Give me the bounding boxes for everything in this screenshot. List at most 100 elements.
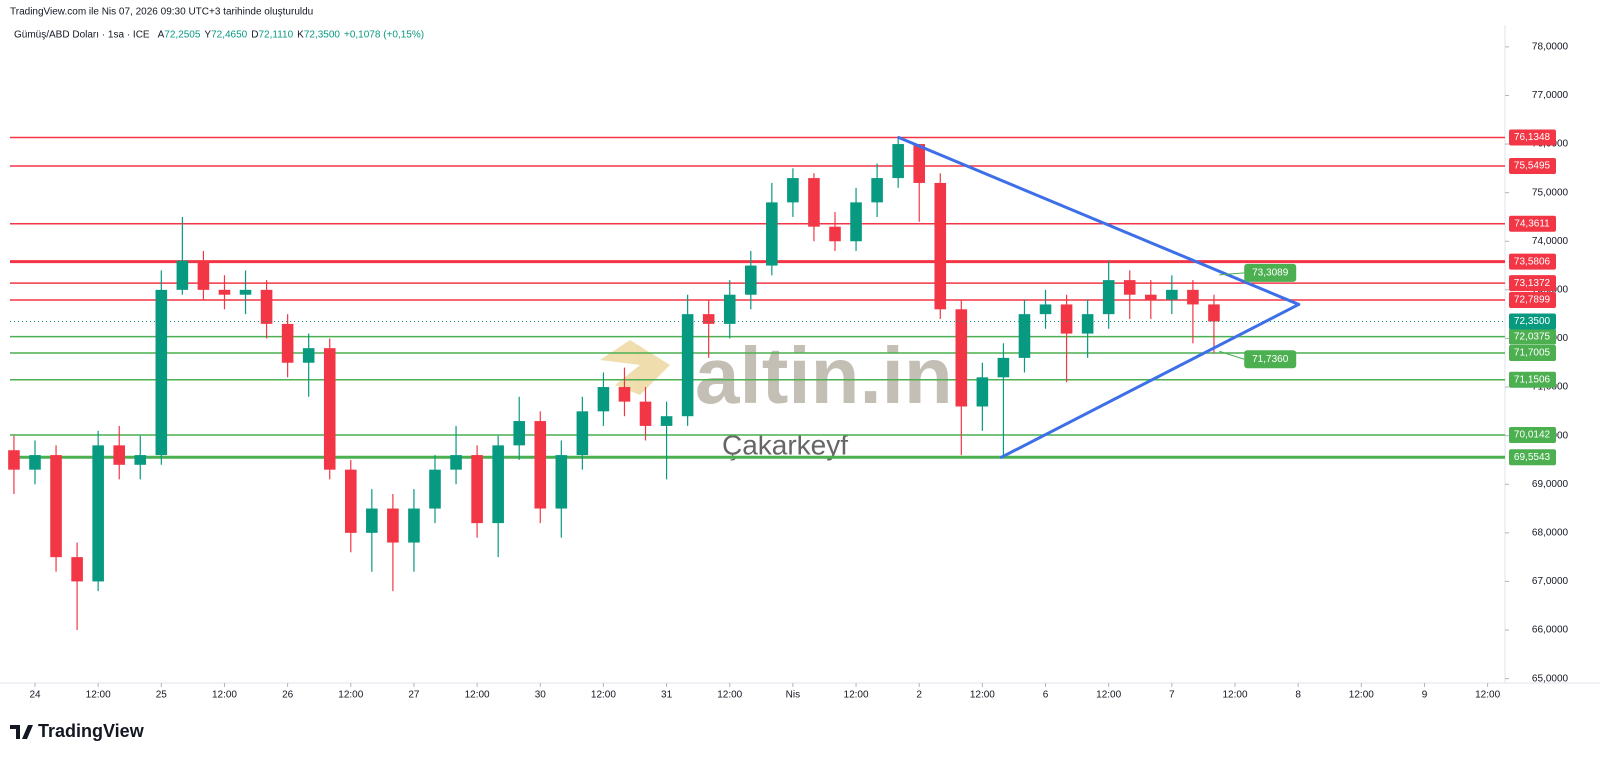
price-label: 73,5806 xyxy=(1514,256,1551,267)
price-label-bg xyxy=(1509,449,1556,466)
callout-pointer xyxy=(1219,350,1245,360)
candle-body xyxy=(955,309,968,407)
price-label: 69,5543 xyxy=(1514,452,1551,463)
candle-body xyxy=(892,144,904,179)
y-tick-label: 74,0000 xyxy=(1532,236,1569,247)
callout-pointer xyxy=(1219,272,1245,276)
candle-body xyxy=(1123,280,1136,295)
candle-body xyxy=(281,323,294,363)
x-tick-label: 12:00 xyxy=(465,690,490,701)
watermark-logo xyxy=(600,340,670,395)
x-tick-label: 12:00 xyxy=(86,690,111,701)
candle-body xyxy=(618,387,631,402)
y-tick-label: 65,0000 xyxy=(1532,673,1569,684)
x-tick-label: 8 xyxy=(1295,690,1301,701)
candle-body xyxy=(197,260,210,290)
x-tick-label: 6 xyxy=(1043,690,1049,701)
candle-body xyxy=(766,202,778,266)
candle-body xyxy=(639,401,652,426)
ohlc-value: 72,2505 xyxy=(164,30,201,41)
callout-label: 71,7360 xyxy=(1252,354,1289,365)
candle-body xyxy=(323,348,336,470)
ohlc-value: 72,4650 xyxy=(211,30,248,41)
x-tick-label: 26 xyxy=(282,690,294,701)
candle-body xyxy=(1039,304,1052,315)
price-label: 72,7899 xyxy=(1514,295,1551,306)
x-tick-label: 12:00 xyxy=(338,690,363,701)
watermark: altin.in xyxy=(600,331,953,420)
x-tick-label: 12:00 xyxy=(970,690,995,701)
price-label-bg xyxy=(1509,129,1556,146)
plot: 73,3089 71,7360 xyxy=(8,136,1505,631)
candle-body xyxy=(176,260,189,290)
x-tick-label: Nis xyxy=(786,690,800,701)
candle-body xyxy=(218,289,231,295)
triangle-line xyxy=(999,302,1301,459)
x-tick-label: 12:00 xyxy=(1349,690,1374,701)
candle-body xyxy=(808,178,820,227)
price-label-bg xyxy=(1509,313,1556,330)
candle-body xyxy=(534,421,547,509)
candle-body xyxy=(345,469,357,533)
x-tick-label: 12:00 xyxy=(591,690,616,701)
x-tick-label: 31 xyxy=(661,690,673,701)
candle-body xyxy=(239,289,252,295)
price-label-bg xyxy=(1509,275,1556,292)
x-tick-label: 27 xyxy=(408,690,420,701)
candle-body xyxy=(745,265,757,295)
candle-body xyxy=(660,416,673,426)
x-tick-label: 12:00 xyxy=(212,690,237,701)
callout-box xyxy=(1244,263,1297,282)
ohlc-value: 72,3500 xyxy=(304,30,341,41)
y-tick-label: 69,0000 xyxy=(1532,479,1569,490)
candle-body xyxy=(471,455,483,524)
candle-body xyxy=(681,314,694,417)
price-label-bg xyxy=(1509,371,1556,388)
y-tick-label: 66,0000 xyxy=(1532,625,1569,636)
candle-body xyxy=(1166,289,1178,300)
y-tick-label: 68,0000 xyxy=(1532,527,1569,538)
price-label: 74,3611 xyxy=(1514,218,1550,229)
x-tick-label: 12:00 xyxy=(844,690,869,701)
watermark-author: Çakarkeyf xyxy=(722,429,848,460)
candle-body xyxy=(976,377,989,407)
ohlc-value: 72,1110 xyxy=(258,30,293,41)
candle-body xyxy=(850,202,862,242)
ohlc-info: A 72,2505 Y 72,4650 D 72,1110 K 72,3500 +0,1078 … xyxy=(158,30,424,41)
price-label: 73,1372 xyxy=(1514,278,1551,289)
candle-body xyxy=(829,226,841,242)
logo-text: TradingView xyxy=(38,721,145,741)
candle-body xyxy=(1187,289,1199,305)
price-label-bg xyxy=(1509,215,1556,232)
triangle-line xyxy=(897,136,1301,306)
price-label: 72,0375 xyxy=(1514,331,1551,342)
price-label-bg xyxy=(1509,426,1556,443)
candle-body xyxy=(702,314,715,324)
x-tick-label: 12:00 xyxy=(1096,690,1121,701)
ohlc-key: K xyxy=(297,30,304,41)
y-tick-label: 78,0000 xyxy=(1532,42,1569,53)
symbol: Gümüş/ABD Doları · 1sa · ICE xyxy=(14,30,150,41)
x-tick-label: 7 xyxy=(1169,690,1175,701)
callout-label: 73,3089 xyxy=(1252,267,1289,278)
created-note: TradingView.com ile Nis 07, 2026 09:30 U… xyxy=(10,7,313,18)
x-tick-label: 30 xyxy=(535,690,547,701)
candle-body xyxy=(302,348,315,363)
price-label-bg xyxy=(1509,328,1556,345)
candle-body xyxy=(429,469,441,509)
ohlc-change: +0,1078 (+0,15%) xyxy=(344,30,424,41)
x-tick-label: 9 xyxy=(1422,690,1428,701)
candle-body xyxy=(492,445,504,524)
candle-body xyxy=(576,411,589,456)
candle-body xyxy=(787,178,799,203)
price-label-bg xyxy=(1509,253,1556,270)
x-tick-label: 12:00 xyxy=(717,690,742,701)
price-label-bg xyxy=(1509,157,1556,174)
callout-box xyxy=(1244,350,1297,369)
price-label: 75,5495 xyxy=(1514,161,1551,172)
candle-body xyxy=(450,455,462,470)
price-label: 70,0142 xyxy=(1514,430,1551,441)
candle-body xyxy=(92,445,104,582)
candle-body xyxy=(260,289,273,324)
